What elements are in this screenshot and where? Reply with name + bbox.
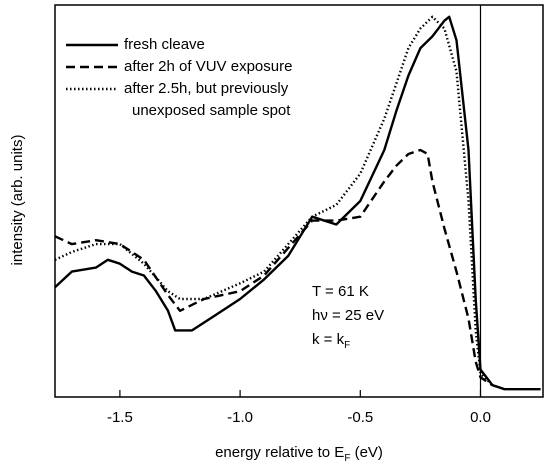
annotation-text: T = 61 K: [312, 283, 369, 300]
series-line: [54, 15, 541, 391]
annotation: hν = 25 eV: [312, 307, 384, 324]
x-axis-label: energy relative to EF (eV): [215, 444, 383, 464]
x-tick-label: -1.0: [227, 409, 253, 426]
y-axis-label: intensity (arb. units): [9, 135, 26, 266]
x-axis-label-part: F: [344, 453, 350, 464]
x-axis-label-part: (eV): [350, 444, 383, 461]
legend-label: after 2h of VUV exposure: [124, 58, 292, 75]
x-tick-label: -0.5: [347, 409, 373, 426]
legend-label: fresh cleave: [124, 36, 205, 53]
annotation-text: k = k: [312, 331, 345, 348]
annotation: k = kF: [312, 331, 350, 351]
annotation-sub: F: [344, 340, 350, 351]
legend-label: unexposed sample spot: [132, 102, 291, 119]
plot-frame: [54, 4, 544, 398]
x-tick-label: 0.0: [470, 409, 491, 426]
x-axis-label-part: energy relative to E: [215, 444, 344, 461]
x-tick-label: -1.5: [107, 409, 133, 426]
annotation-text: hν = 25 eV: [312, 307, 384, 324]
annotation: T = 61 K: [312, 283, 369, 300]
legend-label: after 2.5h, but previously: [124, 80, 289, 97]
series-line: [54, 148, 494, 387]
